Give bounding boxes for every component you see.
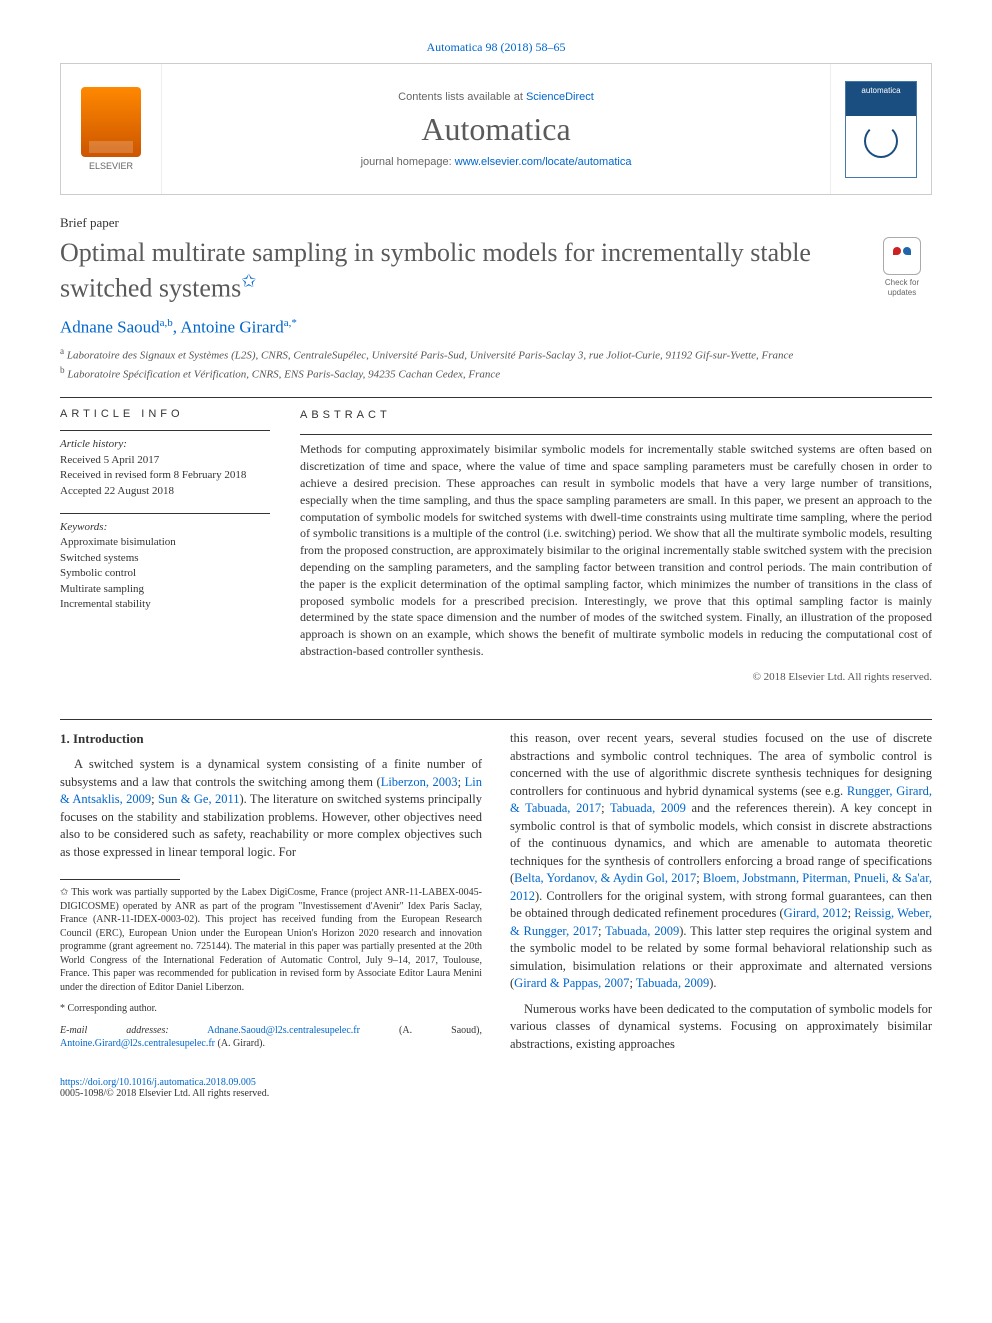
elsevier-tree-icon: [81, 87, 141, 157]
cite-tabuada-2[interactable]: Tabuada, 2009: [605, 924, 679, 938]
fn1-text: This work was partially supported by the…: [60, 887, 482, 993]
kw2: Switched systems: [60, 551, 270, 566]
history-block: Article history: Received 5 April 2017 R…: [60, 430, 270, 499]
cover-area: automatica: [830, 64, 931, 194]
cover-label: automatica: [846, 82, 916, 116]
kw1: Approximate bisimulation: [60, 535, 270, 550]
header-citation: Automatica 98 (2018) 58–65: [60, 40, 932, 55]
c2s2: ;: [696, 871, 703, 885]
email-label: E-mail addresses:: [60, 1025, 169, 1036]
corresponding-mark: *: [291, 317, 297, 329]
sciencedirect-link[interactable]: ScienceDirect: [526, 91, 594, 103]
history-label: Article history:: [60, 437, 270, 452]
received: Received 5 April 2017: [60, 453, 270, 468]
footnote-emails: E-mail addresses: Adnane.Saoud@l2s.centr…: [60, 1024, 482, 1051]
aff-a-text: Laboratoire des Signaux et Systèmes (L2S…: [67, 350, 793, 362]
email-2[interactable]: Antoine.Girard@l2s.centralesupelec.fr: [60, 1038, 215, 1049]
issn-line: 0005-1098/© 2018 Elsevier Ltd. All right…: [60, 1088, 269, 1099]
abstract-text: Methods for computing approximately bisi…: [300, 442, 932, 658]
c2s1: ;: [601, 801, 610, 815]
aff-b-text: Laboratoire Spécification et Vérificatio…: [67, 369, 500, 381]
homepage-line: journal homepage: www.elsevier.com/locat…: [361, 156, 632, 168]
corr-star-icon: *: [60, 1003, 68, 1014]
body-col-left: 1. Introduction A switched system is a d…: [60, 730, 482, 1061]
kw4: Multirate sampling: [60, 582, 270, 597]
banner-center: Contents lists available at ScienceDirec…: [162, 64, 830, 194]
footnote-funding: ✩ This work was partially supported by t…: [60, 886, 482, 994]
authors: Adnane Saouda,b, Antoine Girarda,*: [60, 317, 932, 338]
affiliation-a: a Laboratoire des Signaux et Systèmes (L…: [60, 345, 932, 364]
s2: ;: [151, 792, 158, 806]
article-type: Brief paper: [60, 215, 932, 231]
title-footnote-star-icon: ✩: [241, 271, 256, 291]
info-abstract-row: ARTICLE INFO Article history: Received 5…: [60, 408, 932, 699]
accepted: Accepted 22 August 2018: [60, 484, 270, 499]
affiliations: a Laboratoire des Signaux et Systèmes (L…: [60, 345, 932, 383]
abstract: ABSTRACT Methods for computing approxima…: [300, 408, 932, 699]
affiliation-b: b Laboratoire Spécification et Vérificat…: [60, 364, 932, 383]
s1: ;: [458, 775, 465, 789]
divider: [60, 397, 932, 398]
footer: https://doi.org/10.1016/j.automatica.201…: [60, 1077, 932, 1099]
contents-line: Contents lists available at ScienceDirec…: [398, 91, 594, 103]
contents-prefix: Contents lists available at: [398, 91, 526, 103]
col2-p2: Numerous works have been dedicated to th…: [510, 1001, 932, 1054]
title-text: Optimal multirate sampling in symbolic m…: [60, 238, 811, 302]
footnotes: ✩ This work was partially supported by t…: [60, 886, 482, 1051]
kw3: Symbolic control: [60, 566, 270, 581]
section-heading: 1. Introduction: [60, 730, 482, 748]
journal-name: Automatica: [421, 111, 570, 148]
crossmark-icon: [883, 237, 921, 275]
cite-girard-2012[interactable]: Girard, 2012: [784, 906, 848, 920]
intro-para-1: A switched system is a dynamical system …: [60, 756, 482, 861]
cover-graphic: [846, 116, 916, 166]
check-updates-badge[interactable]: Check for updates: [872, 237, 932, 298]
corr-text: Corresponding author.: [68, 1003, 157, 1014]
cite-belta[interactable]: Belta, Yordanov, & Aydin Gol, 2017: [514, 871, 696, 885]
doi-link[interactable]: https://doi.org/10.1016/j.automatica.201…: [60, 1077, 256, 1088]
homepage-link[interactable]: www.elsevier.com/locate/automatica: [455, 156, 632, 168]
email2-who: (A. Girard).: [215, 1038, 265, 1049]
abstract-body: Methods for computing approximately bisi…: [300, 434, 932, 685]
homepage-prefix: journal homepage:: [361, 156, 455, 168]
check-updates-label: Check for updates: [885, 278, 919, 297]
cite-tabuada-3[interactable]: Tabuada, 2009: [636, 976, 709, 990]
copyright: © 2018 Elsevier Ltd. All rights reserved…: [300, 670, 932, 685]
footnote-star-icon: ✩: [60, 887, 71, 898]
cite-liberzon[interactable]: Liberzon, 2003: [381, 775, 458, 789]
article-info: ARTICLE INFO Article history: Received 5…: [60, 408, 270, 699]
revised: Received in revised form 8 February 2018: [60, 468, 270, 483]
cite-tabuada-1[interactable]: Tabuada, 2009: [610, 801, 686, 815]
cite-girard-pappas[interactable]: Girard & Pappas, 2007: [514, 976, 629, 990]
keywords-label: Keywords:: [60, 520, 270, 535]
abstract-heading: ABSTRACT: [300, 408, 932, 424]
divider-2: [60, 719, 932, 720]
keywords-block: Keywords: Approximate bisimulation Switc…: [60, 513, 270, 612]
journal-banner: ELSEVIER Contents lists available at Sci…: [60, 63, 932, 195]
journal-cover-thumb: automatica: [845, 81, 917, 178]
publisher-logo-area: ELSEVIER: [61, 64, 162, 194]
swirl-icon: [864, 124, 898, 158]
body-columns: 1. Introduction A switched system is a d…: [60, 730, 932, 1061]
cite-sun[interactable]: Sun & Ge, 2011: [158, 792, 240, 806]
elsevier-label: ELSEVIER: [89, 161, 133, 171]
email1-who: (A. Saoud),: [360, 1025, 482, 1036]
author-1-aff: a,b: [160, 317, 173, 329]
article-title: Optimal multirate sampling in symbolic m…: [60, 237, 872, 305]
body-col-right: this reason, over recent years, several …: [510, 730, 932, 1061]
author-1[interactable]: Adnane Saoud: [60, 317, 160, 336]
c2e: ).: [709, 976, 716, 990]
footnote-corr: * Corresponding author.: [60, 1002, 482, 1016]
email-1[interactable]: Adnane.Saoud@l2s.centralesupelec.fr: [207, 1025, 360, 1036]
info-heading: ARTICLE INFO: [60, 408, 270, 420]
article-title-row: Optimal multirate sampling in symbolic m…: [60, 237, 932, 305]
col2-p1: this reason, over recent years, several …: [510, 730, 932, 993]
page: Automatica 98 (2018) 58–65 ELSEVIER Cont…: [0, 0, 992, 1139]
author-2[interactable]: Antoine Girard: [180, 317, 283, 336]
kw5: Incremental stability: [60, 597, 270, 612]
footnote-divider: [60, 879, 180, 880]
